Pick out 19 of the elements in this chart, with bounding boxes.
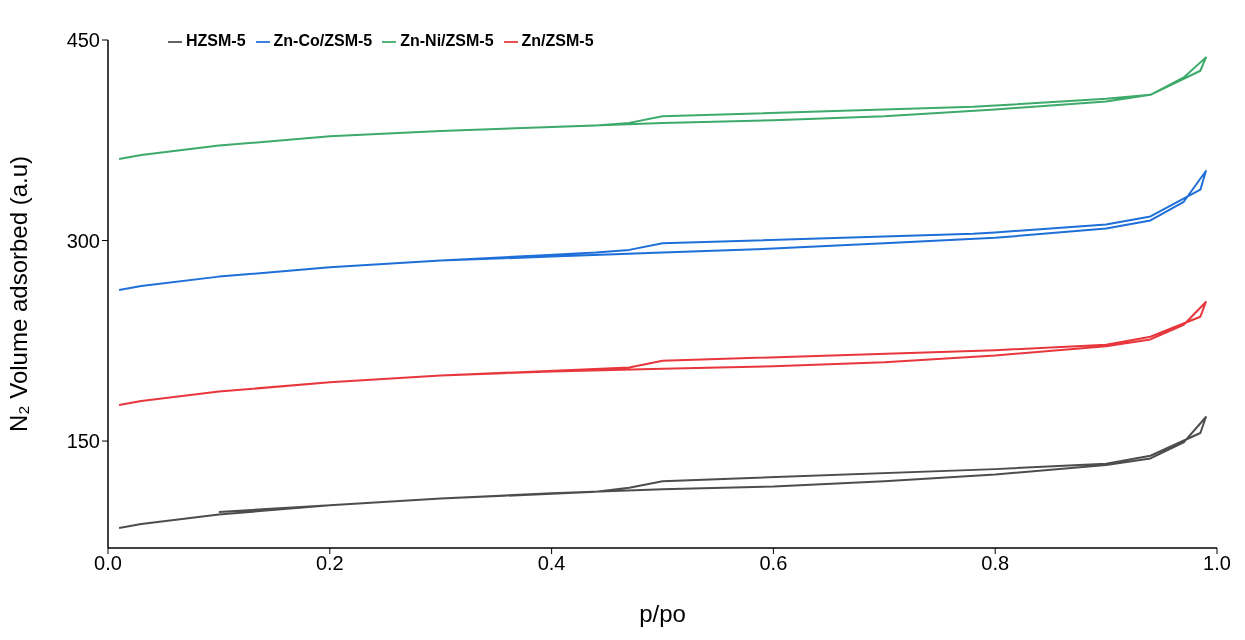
x-tick-label: 0.6 (759, 552, 788, 575)
x-tick-label: 0.4 (537, 552, 566, 575)
x-tick-label: 1.0 (1203, 552, 1231, 575)
line-series (118, 301, 1207, 406)
x-tick-label: 0.8 (981, 552, 1010, 575)
y-tick-label: 150 (66, 430, 100, 453)
y-tick-label: 450 (66, 29, 100, 52)
legend-label: Zn/ZSM-5 (521, 32, 594, 49)
line-series (118, 170, 1207, 291)
line-series (118, 415, 1207, 529)
x-tick-label: 0.2 (315, 552, 344, 575)
x-axis-title: p/po (639, 600, 686, 627)
line-series (118, 56, 1207, 160)
legend-label: Zn-Ni/ZSM-5 (400, 32, 494, 49)
legend-label: HZSM-5 (186, 32, 246, 49)
legend-label: Zn-Co/ZSM-5 (273, 32, 373, 49)
y-tick-label: 300 (66, 229, 100, 252)
y-axis-title: N₂ Volume adsorbed (a.u) (4, 155, 32, 433)
x-tick-label: 0.0 (94, 552, 122, 575)
